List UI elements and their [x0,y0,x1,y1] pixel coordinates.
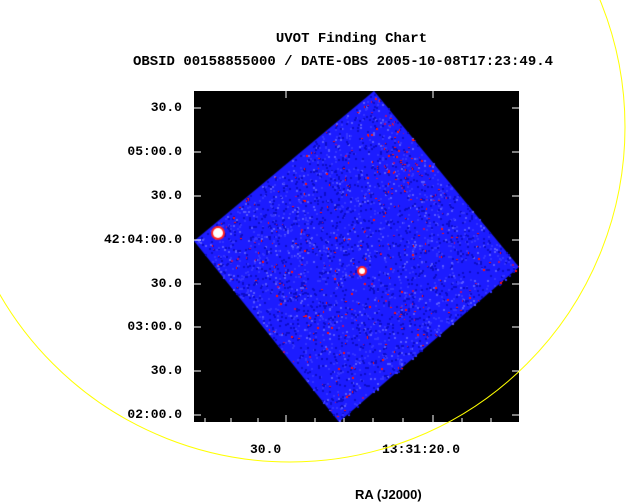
y-tick-label: 42:04:00.0 [103,232,182,247]
sky-image [194,91,519,422]
sky-image-frame [194,91,519,422]
x-axis-label: RA (J2000) [355,487,422,502]
y-tick-label: 02:00.0 [127,407,182,422]
x-tick-label: 30.0 [250,442,282,457]
y-tick-label: 30.0 [150,188,182,203]
chart-subtitle: OBSID 00158855000 / DATE-OBS 2005-10-08T… [132,54,554,70]
chart-title: UVOT Finding Chart [275,31,428,47]
y-tick-label: 03:00.0 [127,319,182,334]
x-tick-label: 13:31:20.0 [382,442,461,457]
y-tick-label: 30.0 [150,276,182,291]
y-tick-label: 05:00.0 [127,144,182,159]
y-tick-label: 30.0 [150,100,182,115]
y-tick-label: 30.0 [150,363,182,378]
